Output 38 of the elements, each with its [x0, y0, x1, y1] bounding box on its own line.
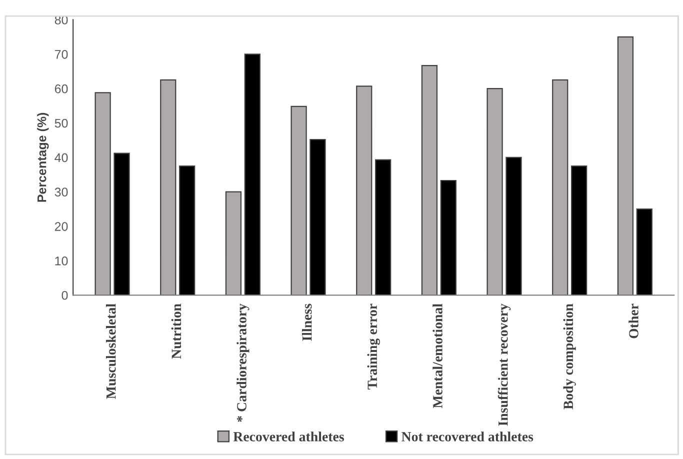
x-tick-label: Nutrition	[171, 304, 182, 359]
y-tick-label: 70	[54, 50, 68, 59]
y-tick-label: 60	[54, 84, 68, 94]
y-tick-label: 0	[62, 290, 68, 300]
x-tick-label: * Cardiorespiratory	[236, 304, 250, 422]
bar	[244, 54, 260, 296]
bar	[617, 36, 634, 296]
x-tick-label: Illness	[302, 304, 312, 341]
bar	[114, 152, 130, 296]
y-tick-label: 40	[54, 153, 68, 162]
legend-label: Not recovered athletes	[402, 432, 534, 442]
y-tick-label: 30	[54, 188, 68, 197]
bar	[290, 106, 307, 296]
x-tick-label: Musculoskeletal	[106, 304, 116, 399]
x-tick-label: Other	[628, 304, 638, 338]
legend-label: Recovered athletes	[233, 432, 344, 442]
bar	[160, 79, 176, 296]
y-tick-label: 10	[55, 256, 68, 266]
x-tick-label: Training error	[367, 304, 380, 390]
bar	[421, 64, 438, 296]
bar	[506, 156, 522, 296]
x-tick-label: Mental/emotional	[432, 304, 442, 408]
y-tick-label: 20	[54, 222, 68, 231]
bar	[225, 191, 242, 296]
bar	[310, 138, 326, 296]
y-axis-title: Percentage (%)	[37, 112, 49, 202]
x-tick-label: Body composition	[563, 304, 576, 410]
bar	[636, 208, 652, 296]
bar	[375, 159, 392, 296]
bar	[570, 165, 588, 296]
bar	[486, 88, 503, 296]
bar	[356, 86, 372, 296]
bar	[179, 165, 196, 296]
x-tick-label: Insufficient recovery	[498, 304, 511, 426]
y-tick-label: 50	[54, 118, 68, 128]
bar	[440, 180, 456, 296]
bar	[552, 79, 568, 296]
bar	[94, 92, 111, 296]
